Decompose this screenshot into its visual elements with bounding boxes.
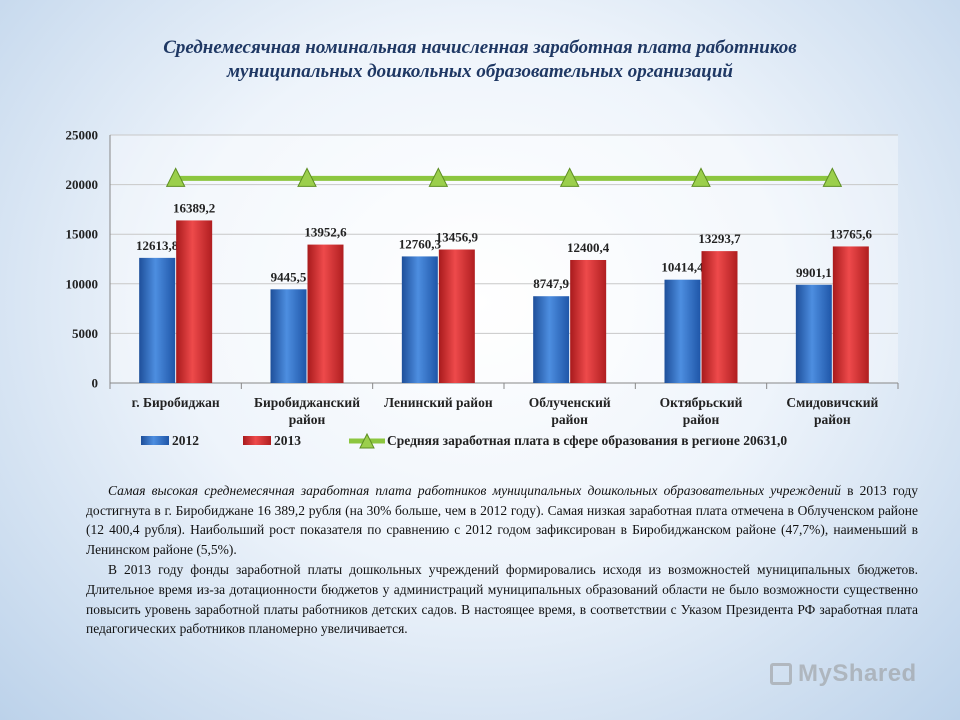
x-tick-label: г. Биробиджан (132, 395, 220, 410)
bar-2013 (570, 259, 607, 383)
watermark-text: MyShared (798, 660, 917, 687)
x-tick-label: Ленинский район (384, 395, 493, 410)
y-tick-label: 25000 (66, 128, 99, 143)
legend-label-2012: 2012 (172, 433, 199, 448)
reference-marker (559, 167, 580, 187)
y-tick-label: 10000 (66, 276, 99, 291)
reference-marker (297, 167, 317, 187)
monitor-icon (770, 663, 792, 685)
reference-marker (165, 167, 186, 187)
data-label-2012: 12760,3 (399, 236, 442, 251)
data-label-2012: 9445,5 (271, 269, 307, 284)
plot-area (110, 135, 898, 383)
x-tick-label: Октябрьский (660, 395, 743, 410)
x-tick-label: район (814, 412, 851, 427)
legend-swatch-2012 (141, 436, 169, 445)
data-label-2012: 9901,1 (796, 265, 832, 280)
paragraph-1: Самая высокая среднемесячная заработная … (86, 481, 918, 559)
body-text: Самая высокая среднемесячная заработная … (86, 481, 918, 639)
data-label-2013: 13952,6 (304, 225, 347, 240)
salary-bar-chart: 0 5000 10000 15000 20000 25000 г. Биробиджан Би… (66, 128, 899, 449)
reference-marker (822, 167, 843, 187)
y-tick-label: 5000 (72, 326, 98, 341)
data-label-2013: 16389,2 (173, 200, 215, 215)
legend-label-reference: Средняя заработная плата в сфере образов… (387, 433, 787, 448)
x-tick-label: Биробиджанский (254, 395, 360, 410)
bar-2013 (307, 244, 344, 383)
data-label-2013: 12400,4 (567, 240, 610, 255)
bar-2012 (401, 256, 438, 383)
data-label-2013: 13765,6 (830, 226, 873, 241)
y-tick-label: 20000 (66, 177, 99, 192)
x-tick-label: Смидовичский (786, 395, 878, 410)
paragraph-2: В 2013 году фонды заработной платы дошко… (86, 562, 918, 637)
data-label-2012: 8747,9 (533, 276, 569, 291)
bar-2013 (438, 249, 475, 383)
data-label-2013: 13293,7 (698, 231, 741, 246)
x-tick-label: район (289, 412, 326, 427)
legend-marker-reference (359, 432, 375, 449)
y-tick-label: 0 (92, 376, 99, 391)
reference-marker (691, 167, 711, 187)
data-label-2012: 12613,8 (136, 238, 179, 253)
y-tick-label: 15000 (66, 227, 99, 242)
title-line-2: муниципальных дошкольных образовательных… (227, 61, 733, 82)
bar-2013 (176, 220, 213, 383)
slide-title: Среднемесячная номинальная начисленная з… (40, 36, 920, 84)
bar-2012 (795, 284, 832, 383)
bar-2012 (270, 289, 307, 383)
bar-2013 (832, 246, 869, 383)
x-tick-label: Облученский (529, 395, 611, 410)
x-tick-label: район (551, 412, 588, 427)
paragraph-1-italic: Самая высокая среднемесячная заработная … (108, 483, 841, 498)
data-label-2012: 10414,4 (661, 260, 704, 275)
reference-marker (428, 167, 449, 187)
bar-2013 (701, 251, 738, 383)
legend-label-2013: 2013 (274, 433, 301, 448)
paragraph-1-rest: в 2013 году достигнута в г. Биробиджане … (86, 483, 919, 557)
legend-swatch-2013 (243, 436, 271, 445)
x-tick-label: район (683, 412, 720, 427)
bar-2012 (533, 296, 570, 383)
watermark: MyShared (770, 660, 917, 688)
data-label-2013: 13456,9 (436, 230, 479, 245)
bar-2012 (139, 257, 176, 383)
bar-2012 (664, 279, 701, 383)
title-line-1: Среднемесячная номинальная начисленная з… (163, 37, 797, 58)
